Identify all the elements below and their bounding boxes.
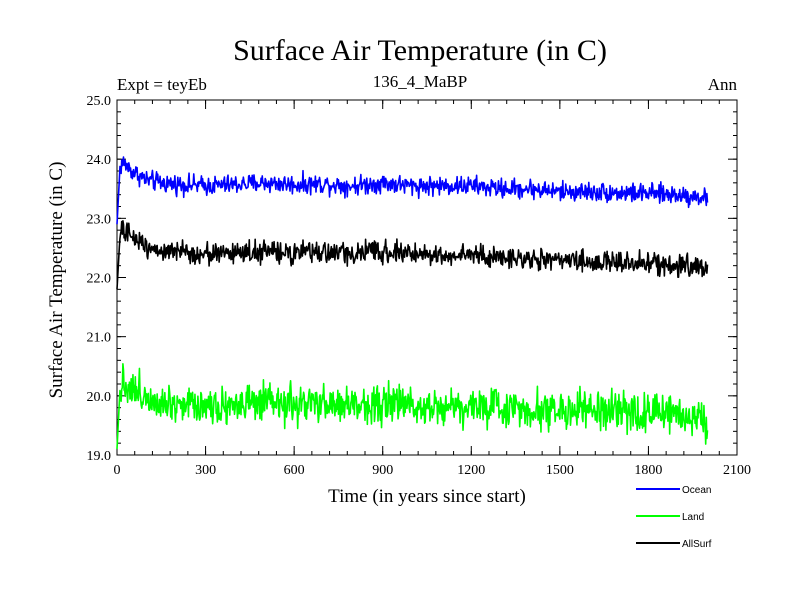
y-tick-label: 24.0: [87, 153, 112, 168]
chart-subtitle-center: 136_4_MaBP: [373, 72, 467, 91]
x-tick-label: 1200: [457, 463, 485, 478]
y-tick-label: 22.0: [87, 272, 112, 287]
chart-title: Surface Air Temperature (in C): [233, 34, 607, 67]
x-tick-label: 0: [114, 463, 121, 478]
chart-subtitle-left: Expt = teyEb: [117, 75, 207, 94]
legend-label-allsurf: AllSurf: [682, 539, 712, 550]
series-line-ocean: [116, 156, 709, 225]
legend: Ocean Land AllSurf: [636, 485, 712, 550]
y-tick-label: 20.0: [87, 390, 112, 405]
series-line-land: [116, 362, 709, 450]
x-tick-label: 600: [284, 463, 305, 478]
x-tick-label: 2100: [723, 463, 751, 478]
y-tick-label: 21.0: [87, 331, 112, 346]
y-axis-label: Surface Air Temperature (in C): [46, 162, 67, 399]
x-tick-label: 1800: [634, 463, 662, 478]
x-tick-label: 300: [195, 463, 216, 478]
plot-area: 0 300 600 900 1200 1500 1800 2100 19.0 20.0 21.0 22…: [87, 94, 752, 478]
y-tick-label: 23.0: [87, 212, 112, 227]
y-tick-label: 19.0: [87, 449, 112, 464]
y-tick-label: 25.0: [87, 94, 112, 109]
legend-label-ocean: Ocean: [682, 485, 711, 496]
x-tick-label: 1500: [546, 463, 574, 478]
chart-subtitle-right: Ann: [708, 75, 738, 94]
series-line-allsurf: [116, 219, 709, 290]
x-axis-label: Time (in years since start): [328, 486, 526, 507]
legend-label-land: Land: [682, 512, 704, 523]
x-tick-label: 900: [372, 463, 393, 478]
